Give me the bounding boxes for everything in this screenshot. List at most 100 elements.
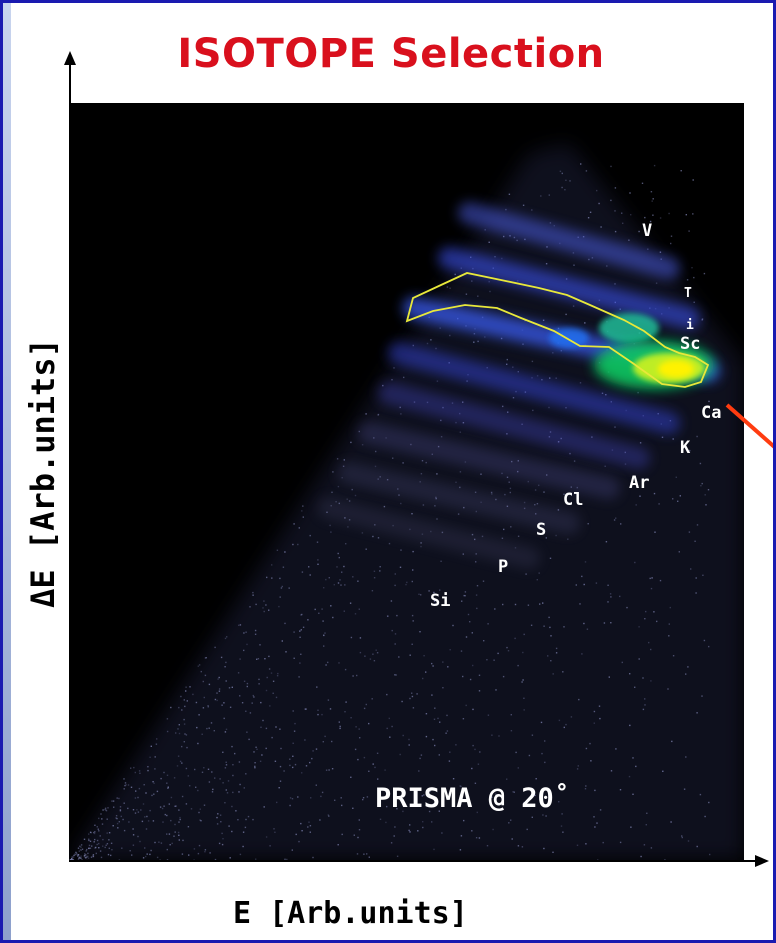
event-dot — [179, 760, 182, 763]
event-dot — [221, 832, 223, 835]
event-dot — [431, 694, 433, 696]
event-dot — [199, 819, 201, 821]
event-dot — [181, 853, 184, 855]
event-dot — [396, 808, 398, 810]
event-dot — [325, 769, 328, 771]
event-dot — [266, 676, 268, 679]
event-dot — [694, 540, 696, 542]
event-dot — [345, 701, 347, 703]
event-dot — [265, 836, 268, 838]
event-dot — [411, 580, 413, 583]
event-dot — [547, 655, 549, 657]
event-dot — [77, 847, 80, 849]
event-dot — [644, 618, 646, 620]
event-dot — [196, 726, 198, 729]
event-dot — [704, 494, 706, 496]
event-dot — [71, 859, 73, 860]
event-dot — [440, 419, 442, 422]
event-dot — [421, 460, 424, 462]
event-dot — [419, 757, 421, 760]
event-dot — [136, 809, 138, 811]
event-dot — [216, 692, 218, 694]
event-dot — [79, 845, 81, 847]
event-dot — [508, 822, 510, 824]
event-dot — [439, 327, 441, 329]
event-dot — [202, 707, 205, 709]
event-dot — [610, 622, 612, 624]
event-dot — [662, 770, 664, 772]
event-dot — [422, 504, 425, 506]
event-dot — [642, 708, 645, 711]
event-dot — [437, 717, 439, 720]
event-dot — [256, 748, 258, 750]
event-dot — [124, 784, 126, 787]
event-dot — [161, 807, 164, 810]
event-dot — [510, 526, 512, 528]
event-dot — [96, 826, 98, 828]
event-dot — [670, 235, 673, 237]
event-dot — [271, 577, 273, 579]
event-dot — [459, 471, 462, 473]
event-dot — [428, 810, 431, 813]
event-dot — [93, 831, 95, 834]
isotope-band — [378, 382, 650, 469]
event-dot — [285, 651, 287, 653]
event-dot — [343, 565, 345, 568]
event-dot — [536, 375, 539, 377]
event-dot — [94, 831, 96, 833]
event-dot — [104, 846, 106, 849]
event-dot — [589, 742, 591, 745]
event-dot — [465, 636, 468, 638]
event-dot — [659, 579, 662, 582]
event-dot — [255, 603, 257, 606]
event-dot — [197, 789, 199, 792]
event-dot — [629, 192, 631, 194]
event-dot — [76, 852, 78, 855]
event-dot — [219, 814, 222, 816]
event-dot — [134, 797, 137, 799]
event-dot — [408, 738, 410, 741]
event-dot — [527, 604, 530, 606]
event-dot — [484, 336, 486, 338]
event-dot — [310, 797, 312, 799]
event-dot — [185, 734, 188, 736]
event-dot — [243, 787, 245, 789]
event-dot — [263, 610, 265, 613]
event-dot — [322, 741, 324, 743]
event-dot — [488, 281, 490, 283]
event-dot — [396, 614, 398, 617]
event-dot — [273, 828, 275, 830]
event-dot — [644, 698, 646, 700]
event-dot — [207, 706, 209, 708]
event-dot — [74, 853, 76, 855]
event-dot — [402, 810, 404, 813]
event-dot — [502, 405, 504, 408]
event-dot — [434, 744, 436, 747]
event-dot — [581, 653, 583, 655]
event-dot — [358, 819, 360, 821]
event-dot — [429, 790, 431, 793]
event-dot — [258, 678, 260, 681]
event-dot — [77, 855, 79, 857]
event-dot — [393, 367, 395, 369]
event-dot — [142, 803, 145, 805]
event-dot — [321, 608, 323, 610]
event-dot — [394, 674, 396, 676]
left-decor-band — [3, 3, 11, 940]
ca-peak — [658, 360, 694, 378]
event-dot — [645, 610, 647, 613]
event-dot — [143, 784, 145, 786]
event-dot — [239, 853, 242, 856]
event-dot — [327, 814, 329, 816]
event-dot — [105, 844, 107, 846]
event-dot — [101, 823, 104, 825]
event-dot — [364, 655, 366, 657]
x-axis-arrow — [755, 855, 769, 867]
event-dot — [583, 583, 585, 586]
event-dot — [120, 815, 122, 818]
event-dot — [543, 491, 545, 493]
event-dot — [69, 859, 72, 860]
event-dot — [420, 473, 423, 475]
event-dot — [166, 774, 169, 776]
event-dot — [423, 655, 425, 657]
